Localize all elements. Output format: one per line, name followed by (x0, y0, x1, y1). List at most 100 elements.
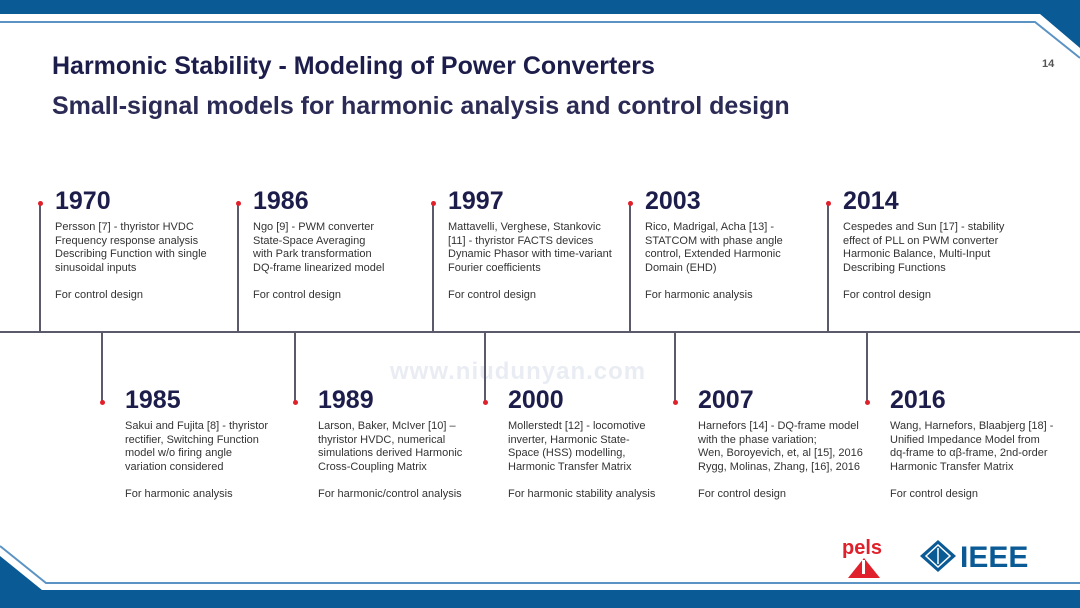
timeline-event: 2007 Harnefors [14] - DQ-frame model with … (698, 386, 888, 500)
event-year: 2000 (508, 386, 564, 414)
event-description: Harnefors [14] - DQ-frame model with the … (698, 420, 888, 474)
timeline-axis (0, 331, 1080, 333)
description-line: Rico, Madrigal, Acha [13] - (645, 221, 775, 233)
event-description: Larson, Baker, McIver [10] – thyristor HV… (318, 420, 508, 474)
description-line: dq-frame to αβ-frame, 2nd-order (890, 447, 1048, 459)
event-purpose: For control design (843, 289, 932, 301)
timeline-connector (237, 203, 239, 332)
description-line: inverter, Harmonic State- (508, 433, 630, 446)
description-line: Fourier coefficients (448, 261, 541, 274)
timeline-event: 2016 Wang, Harnefors, Blaabjerg [18] - Uni… (890, 386, 1080, 500)
description-line: Frequency response analysis (55, 234, 199, 247)
timeline-marker-dot (99, 400, 105, 405)
timeline-marker-dot (292, 400, 298, 405)
event-purpose: For control design (698, 488, 787, 500)
description-line: Dynamic Phasor with time-variant (448, 248, 612, 260)
event-description: Rico, Madrigal, Acha [13] - STATCOM with … (645, 221, 835, 275)
timeline-marker-dot (235, 201, 241, 206)
description-line: Rygg, Molinas, Zhang, [16], 2016 (698, 460, 861, 473)
pels-ieee-logo: pels IEEE (842, 537, 1028, 578)
description-line: Cespedes and Sun [17] - stability (843, 221, 1005, 233)
description-line: Wang, Harnefors, Blaabjerg [18] - (890, 420, 1054, 432)
page-title: Harmonic Stability - Modeling of Power C… (52, 52, 655, 80)
timeline-event: 2000 Mollerstedt [12] - locomotive inverte… (508, 386, 698, 500)
description-line: with Park transformation (253, 248, 372, 260)
event-year: 1985 (125, 386, 181, 414)
timeline-connector (294, 332, 296, 402)
timeline-marker-dot (864, 400, 870, 405)
timeline-connector (484, 332, 486, 402)
event-purpose: For control design (448, 289, 537, 301)
timeline-event: 1970 Persson [7] - thyristor HVDC Frequenc… (55, 187, 245, 301)
description-line: sinusoidal inputs (55, 261, 137, 274)
timeline-marker-dot (672, 400, 678, 405)
description-line: Harmonic Transfer Matrix (890, 460, 1014, 473)
description-line: Describing Function with single (55, 248, 207, 260)
timeline-connector (629, 203, 631, 332)
event-purpose: For harmonic analysis (645, 289, 753, 301)
timeline-connector (101, 332, 103, 402)
event-description: Mollerstedt [12] - locomotive inverter, H… (508, 420, 698, 474)
logos: pels IEEE (840, 536, 1050, 585)
event-description: Cespedes and Sun [17] - stability effect … (843, 221, 1033, 275)
page-subtitle: Small-signal models for harmonic analysi… (52, 92, 790, 120)
timeline-event: 1985 Sakui and Fujita [8] - thyristor rect… (125, 386, 315, 500)
event-purpose: For harmonic/control analysis (318, 488, 462, 500)
timeline-connector (827, 203, 829, 332)
svg-text:pels: pels (842, 537, 882, 559)
description-line: Mattavelli, Verghese, Stankovic (448, 221, 601, 233)
timeline-marker-dot (482, 400, 488, 405)
event-purpose: For harmonic analysis (125, 488, 233, 500)
event-year: 1986 (253, 187, 309, 215)
timeline-event: 2003 Rico, Madrigal, Acha [13] - STATCOM w… (645, 187, 835, 301)
description-line: Harmonic Transfer Matrix (508, 460, 632, 473)
description-line: STATCOM with phase angle (645, 234, 783, 247)
description-line: Domain (EHD) (645, 261, 717, 274)
event-year: 2016 (890, 386, 946, 414)
description-line: model w/o firing angle (125, 447, 233, 459)
event-year: 2014 (843, 187, 899, 215)
description-line: DQ-frame linearized model (253, 261, 385, 274)
timeline-connector (432, 203, 434, 332)
description-line: simulations derived Harmonic (318, 447, 463, 459)
description-line: variation considered (125, 460, 224, 473)
description-line: Mollerstedt [12] - locomotive (508, 420, 646, 432)
description-line: Describing Functions (843, 261, 946, 274)
description-line: Cross-Coupling Matrix (318, 460, 427, 473)
event-year: 1970 (55, 187, 111, 215)
timeline-marker-dot (825, 201, 831, 206)
event-year: 2007 (698, 386, 754, 414)
timeline-event: 1997 Mattavelli, Verghese, Stankovic [11] … (448, 187, 638, 301)
event-purpose: For control design (55, 289, 144, 301)
description-line: Unified Impedance Model from (890, 433, 1040, 446)
description-line: effect of PLL on PWM converter (843, 234, 999, 247)
event-description: Mattavelli, Verghese, Stankovic [11] - th… (448, 221, 638, 275)
timeline-connector (39, 203, 41, 332)
description-line: Wen, Boroyevich, et, al [15], 2016 (698, 447, 863, 459)
event-description: Wang, Harnefors, Blaabjerg [18] - Unified… (890, 420, 1080, 474)
event-description: Ngo [9] - PWM converter State-Space Avera… (253, 221, 443, 275)
description-line: [11] - thyristor FACTS devices (448, 234, 594, 247)
event-year: 1989 (318, 386, 374, 414)
event-purpose: For control design (253, 289, 342, 301)
description-line: Sakui and Fujita [8] - thyristor (125, 420, 269, 432)
description-line: control, Extended Harmonic (645, 248, 781, 260)
watermark: www.niudunyan.com (390, 358, 647, 385)
description-line: State-Space Averaging (253, 234, 366, 247)
timeline-marker-dot (37, 201, 43, 206)
description-line: Space (HSS) modelling, (508, 447, 626, 459)
page-number: 14 (1042, 58, 1055, 70)
description-line: with the phase variation; (698, 433, 817, 446)
timeline-marker-dot (430, 201, 436, 206)
event-purpose: For control design (890, 488, 979, 500)
event-year: 1997 (448, 187, 504, 215)
timeline-event: 1986 Ngo [9] - PWM converter State-Space A… (253, 187, 443, 301)
description-line: Harnefors [14] - DQ-frame model (698, 420, 859, 432)
event-year: 2003 (645, 187, 701, 215)
ieee-logo-text: IEEE (960, 541, 1028, 574)
description-line: Larson, Baker, McIver [10] – (318, 420, 456, 432)
timeline-connector (674, 332, 676, 402)
timeline-connector (866, 332, 868, 402)
event-description: Persson [7] - thyristor HVDC Frequency re… (55, 221, 245, 275)
